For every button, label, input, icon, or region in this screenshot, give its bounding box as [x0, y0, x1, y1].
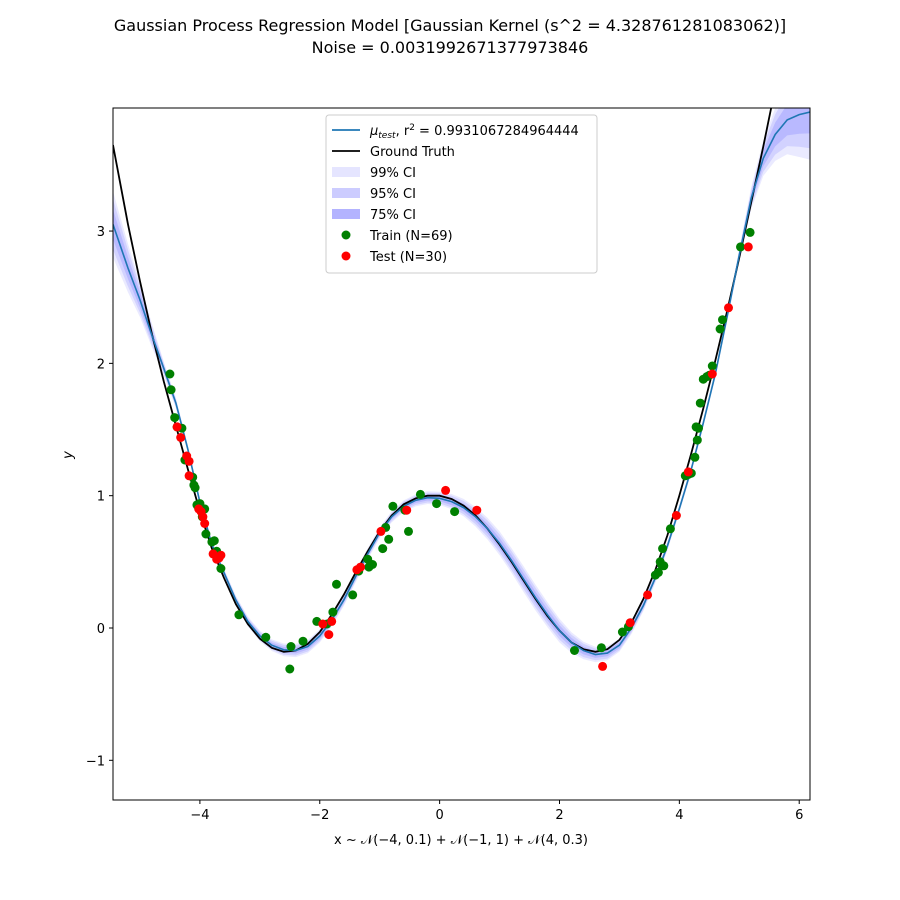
- train-point: [165, 369, 175, 379]
- legend-swatch-ci95: [332, 188, 360, 198]
- test-point: [324, 630, 334, 640]
- train-point: [692, 435, 702, 445]
- test-point: [707, 369, 717, 379]
- x-tick-label: 2: [555, 808, 563, 823]
- legend-swatch-ci99: [332, 167, 360, 177]
- train-point: [658, 544, 668, 554]
- train-point: [596, 643, 606, 653]
- train-point: [261, 632, 271, 642]
- legend-swatch-test: [341, 251, 351, 261]
- train-point: [328, 607, 338, 617]
- train-point: [388, 501, 398, 511]
- train-point: [617, 627, 627, 637]
- legend-swatch-ci75: [332, 209, 360, 219]
- legend-label-train: Train (N=69): [369, 229, 453, 244]
- train-point: [404, 526, 413, 536]
- x-tick-label: 0: [435, 808, 443, 823]
- train-point: [348, 590, 358, 600]
- train-point: [190, 483, 200, 493]
- x-axis-ticks: −4 −2 0 2 4 6: [190, 800, 803, 823]
- plot-frame: [112, 107, 811, 801]
- train-point: [170, 413, 180, 423]
- legend-label-ci95: 95% CI: [370, 187, 416, 202]
- train-point: [715, 324, 725, 334]
- train-point: [570, 646, 579, 655]
- test-point: [625, 618, 635, 628]
- train-point: [378, 544, 388, 554]
- test-point: [598, 661, 608, 671]
- train-point: [450, 507, 460, 517]
- train-point: [209, 536, 219, 546]
- x-axis-label: x ~ 𝒩(−4, 0.1) + 𝒩(−1, 1) + 𝒩(4, 0.3): [334, 833, 588, 848]
- legend-box: [325, 114, 598, 274]
- legend-label-mean: μtest, r2 = 0.9931067284964444: [369, 123, 579, 141]
- test-point: [472, 505, 482, 515]
- legend-label-truth: Ground Truth: [370, 145, 455, 160]
- legend: μtest, r2 = 0.9931067284964444 Ground Tru…: [325, 114, 598, 274]
- train-point: [745, 227, 755, 237]
- train-point: [718, 315, 727, 325]
- train-point: [694, 423, 703, 433]
- test-point: [441, 485, 451, 495]
- train-point: [653, 567, 663, 577]
- train-point: [415, 489, 425, 499]
- test-point: [216, 550, 226, 560]
- train-point: [384, 534, 394, 544]
- legend-label-ci99: 99% CI: [370, 166, 416, 181]
- train-point: [216, 564, 226, 573]
- test-point: [318, 619, 328, 629]
- test-point: [643, 590, 653, 600]
- train-point: [432, 499, 442, 509]
- y-tick-label: −1: [86, 754, 105, 769]
- y-axis-label: y: [61, 451, 76, 460]
- train-point: [695, 398, 705, 408]
- test-point: [356, 562, 365, 572]
- train-point: [286, 642, 296, 651]
- y-tick-label: 0: [97, 622, 105, 637]
- ground-truth-line: [113, 108, 773, 653]
- train-point: [707, 361, 717, 371]
- y-tick-label: 1: [97, 490, 105, 505]
- train-point: [368, 560, 377, 569]
- y-axis-ticks: −1 0 1 2 3: [86, 225, 113, 769]
- train-point: [298, 636, 308, 646]
- test-point: [184, 471, 194, 481]
- train-point: [332, 579, 341, 589]
- test-point: [683, 467, 693, 477]
- test-point: [176, 433, 186, 442]
- y-tick-label: 3: [97, 225, 105, 240]
- legend-label-ci75: 75% CI: [370, 208, 416, 223]
- test-point: [671, 511, 681, 520]
- test-point: [200, 519, 210, 528]
- x-tick-label: 4: [675, 808, 683, 823]
- test-point: [172, 422, 182, 432]
- test-point: [724, 303, 733, 313]
- train-point: [166, 385, 176, 395]
- x-tick-label: −2: [310, 808, 329, 823]
- train-point: [201, 529, 211, 539]
- test-point: [327, 616, 337, 626]
- x-tick-label: 6: [795, 808, 803, 823]
- train-point: [285, 664, 295, 674]
- y-tick-label: 2: [97, 357, 105, 372]
- test-point: [376, 526, 386, 536]
- test-point: [184, 456, 194, 466]
- test-point: [402, 505, 412, 515]
- train-point: [736, 242, 745, 252]
- train-point: [690, 452, 700, 462]
- legend-swatch-train: [341, 230, 351, 240]
- scatter-points: [165, 227, 755, 674]
- x-tick-label: −4: [190, 808, 209, 823]
- chart-title: Gaussian Process Regression Model [Gauss…: [113, 16, 787, 35]
- test-point: [743, 242, 753, 252]
- legend-label-test: Test (N=30): [369, 250, 447, 265]
- chart-subtitle: Noise = 0.0031992671377973846: [311, 38, 589, 57]
- train-point: [656, 560, 666, 569]
- train-point: [234, 610, 244, 620]
- train-point: [665, 524, 675, 534]
